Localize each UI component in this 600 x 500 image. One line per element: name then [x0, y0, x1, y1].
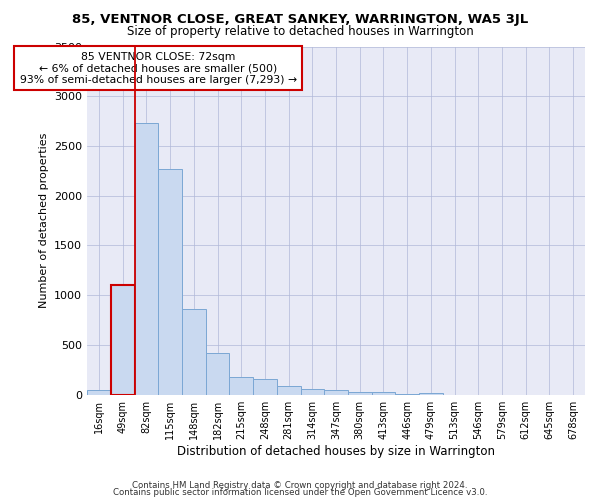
Y-axis label: Number of detached properties: Number of detached properties [38, 133, 49, 308]
Bar [277, 386, 301, 394]
Text: Contains HM Land Registry data © Crown copyright and database right 2024.: Contains HM Land Registry data © Crown c… [132, 480, 468, 490]
Bar [111, 286, 134, 395]
Text: 85, VENTNOR CLOSE, GREAT SANKEY, WARRINGTON, WA5 3JL: 85, VENTNOR CLOSE, GREAT SANKEY, WARRING… [72, 12, 528, 26]
Bar [206, 354, 229, 395]
Bar [229, 378, 253, 394]
Bar [134, 123, 158, 394]
Text: Contains public sector information licensed under the Open Government Licence v3: Contains public sector information licen… [113, 488, 487, 497]
Bar [371, 392, 395, 394]
Bar [348, 392, 371, 394]
Bar [158, 169, 182, 394]
Bar [419, 392, 443, 394]
Bar [182, 309, 206, 394]
Bar [301, 388, 324, 394]
X-axis label: Distribution of detached houses by size in Warrington: Distribution of detached houses by size … [177, 444, 495, 458]
Bar [324, 390, 348, 394]
Text: 85 VENTNOR CLOSE: 72sqm
← 6% of detached houses are smaller (500)
93% of semi-de: 85 VENTNOR CLOSE: 72sqm ← 6% of detached… [20, 52, 297, 85]
Text: Size of property relative to detached houses in Warrington: Size of property relative to detached ho… [127, 25, 473, 38]
Bar [87, 390, 111, 394]
Bar [253, 379, 277, 394]
